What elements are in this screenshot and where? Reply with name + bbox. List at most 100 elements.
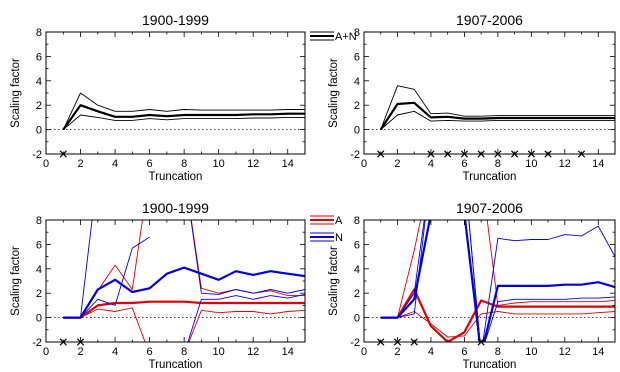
series-line-a-lower: [380, 311, 615, 338]
x-tick-label: 8: [181, 346, 187, 358]
x-tick-label: 10: [525, 346, 537, 358]
legend-label: A: [335, 215, 343, 227]
series-line-aplusn-upper: [62, 92, 305, 130]
cross-marker: [377, 150, 385, 158]
cross-marker: [410, 338, 418, 346]
series-line-n-lower: [63, 236, 305, 342]
series-line-n-best: [63, 266, 305, 319]
y-tick-label: -2: [32, 337, 42, 349]
chart-title: 1900-1999: [142, 200, 209, 216]
x-tick-label: 0: [43, 346, 49, 358]
y-tick-label: 4: [354, 76, 360, 88]
x-tick-label: 10: [213, 158, 225, 170]
chart-panels: 0 2 4 6 8 10 12 14-2024681900-1999TruncationSca…: [10, 12, 616, 371]
x-tick-label: 2: [77, 346, 83, 358]
legend-item-aplusn: A+N: [310, 31, 357, 43]
y-tick-label: 4: [354, 264, 360, 276]
y-tick-label: 6: [354, 51, 360, 63]
cross-marker: [477, 338, 485, 346]
cross-marker: [494, 150, 502, 158]
chart-panel-2: 0 2 4 6 8 10 12 14-2024681907-2006TruncationSca…: [328, 12, 616, 183]
x-axis-label: Truncation: [463, 359, 517, 371]
x-tick-label: 14: [282, 346, 294, 358]
y-tick-label: 0: [36, 313, 42, 325]
x-tick-label: 6: [461, 346, 467, 358]
x-tick-label: 2: [77, 158, 83, 170]
chart-title: 1907-2006: [456, 12, 523, 28]
y-tick-label: 0: [36, 125, 42, 137]
cross-marker: [444, 150, 452, 158]
x-tick-label: 10: [525, 158, 537, 170]
series-line-aplusn-upper: [380, 85, 615, 130]
x-tick-label: 6: [147, 158, 153, 170]
cross-marker: [427, 150, 435, 158]
plot-frame: [363, 31, 616, 155]
y-tick-label: 0: [354, 125, 360, 137]
plot-frame: [45, 31, 306, 155]
x-tick-label: 12: [247, 346, 259, 358]
y-tick-label: 2: [354, 100, 360, 112]
y-tick-label: 8: [36, 27, 42, 39]
chart-panel-3: 0 2 4 6 8 10 12 14-2024681900-1999TruncationSca…: [10, 200, 306, 371]
x-tick-label: 2: [394, 158, 400, 170]
x-tick-label: 8: [495, 346, 501, 358]
y-tick-label: -2: [350, 337, 360, 349]
y-tick-label: -2: [350, 149, 360, 161]
series-line-aplusn-lower: [380, 110, 615, 130]
y-tick-label: 4: [36, 264, 42, 276]
cross-marker: [460, 150, 469, 158]
x-tick-label: 14: [282, 158, 294, 170]
x-tick-label: 2: [394, 346, 400, 358]
y-tick-label: 6: [36, 239, 42, 251]
chart-panel-4: 0 2 4 6 8 10 12 14-2024681907-2006TruncationSca…: [328, 200, 616, 371]
x-tick-label: 0: [361, 346, 367, 358]
x-tick-label: 6: [147, 346, 153, 358]
cross-marker: [377, 338, 385, 346]
cross-marker: [76, 338, 85, 346]
series-line-a-best: [63, 300, 305, 319]
y-axis-label: Scaling factor: [10, 58, 22, 128]
x-tick-label: 14: [592, 346, 604, 358]
y-tick-label: 8: [36, 215, 42, 227]
x-tick-label: 10: [213, 346, 225, 358]
series-line-aplusn-best: [379, 101, 615, 131]
y-tick-label: 0: [354, 313, 360, 325]
cross-marker: [393, 338, 402, 346]
legend-item-n: N: [310, 232, 343, 244]
y-tick-label: 8: [354, 27, 360, 39]
x-tick-label: 0: [361, 158, 367, 170]
y-tick-label: 6: [354, 239, 360, 251]
x-axis-label: Truncation: [463, 171, 517, 183]
cross-marker: [544, 150, 552, 158]
cross-marker: [59, 150, 67, 158]
y-tick-label: 2: [354, 288, 360, 300]
x-axis-label: Truncation: [149, 171, 203, 183]
series-line-a-best: [380, 288, 615, 342]
y-tick-label: 2: [36, 288, 42, 300]
x-tick-label: 8: [181, 158, 187, 170]
y-axis-label: Scaling factor: [328, 246, 340, 316]
chart-title: 1907-2006: [456, 200, 523, 216]
x-tick-label: 6: [461, 158, 467, 170]
x-axis-label: Truncation: [149, 359, 203, 371]
y-tick-label: 2: [36, 100, 42, 112]
x-tick-label: 0: [43, 158, 49, 170]
y-axis-label: Scaling factor: [328, 58, 340, 128]
legend-label: A+N: [335, 31, 357, 43]
cross-marker: [477, 150, 485, 158]
series-line-aplusn-best: [62, 104, 305, 131]
series-line-n-lower: [380, 220, 615, 342]
x-tick-label: 4: [428, 346, 434, 358]
legend-item-a: A: [310, 215, 343, 227]
cross-marker: [59, 338, 67, 346]
x-tick-label: 4: [112, 346, 118, 358]
chart-title: 1900-1999: [142, 12, 209, 28]
cross-marker: [577, 150, 586, 158]
y-tick-label: 8: [354, 215, 360, 227]
legend-label: N: [335, 232, 343, 244]
x-tick-label: 12: [559, 346, 571, 358]
x-tick-label: 12: [247, 158, 259, 170]
x-tick-label: 12: [559, 158, 571, 170]
cross-marker: [527, 150, 535, 158]
